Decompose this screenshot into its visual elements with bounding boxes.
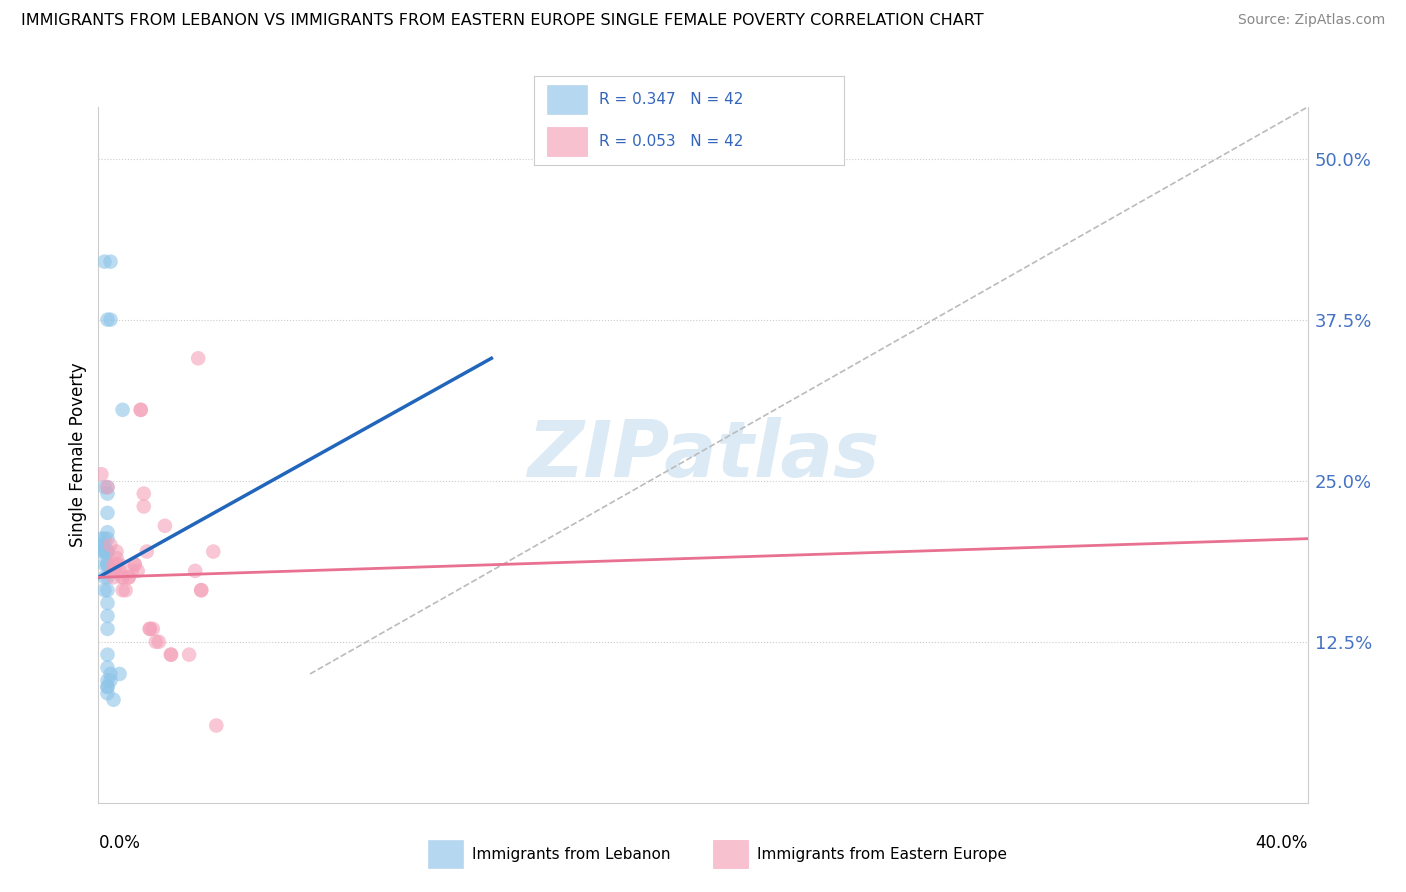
Text: Source: ZipAtlas.com: Source: ZipAtlas.com	[1237, 13, 1385, 28]
Point	[90, 544, 112, 558]
Point	[124, 558, 146, 572]
Point	[118, 570, 141, 584]
Point	[96, 558, 118, 572]
Point	[96, 680, 118, 694]
Point	[114, 583, 136, 598]
Point	[90, 532, 112, 546]
Text: Immigrants from Lebanon: Immigrants from Lebanon	[472, 847, 671, 862]
Point	[190, 583, 212, 598]
Point	[121, 564, 143, 578]
Point	[96, 596, 118, 610]
Point	[93, 532, 115, 546]
Point	[132, 500, 155, 514]
Point	[103, 692, 125, 706]
Point	[127, 564, 149, 578]
Point	[93, 480, 115, 494]
Bar	[713, 840, 748, 868]
Point	[96, 558, 118, 572]
Point	[96, 544, 118, 558]
Point	[96, 686, 118, 700]
Point	[93, 558, 115, 572]
Point	[96, 570, 118, 584]
Point	[142, 622, 165, 636]
Y-axis label: Single Female Poverty: Single Female Poverty	[69, 363, 87, 547]
Point	[129, 402, 152, 417]
Point	[190, 583, 212, 598]
Point	[90, 538, 112, 552]
Point	[96, 532, 118, 546]
Bar	[429, 840, 463, 868]
Point	[96, 648, 118, 662]
Point	[100, 538, 122, 552]
Point	[96, 609, 118, 624]
Point	[153, 518, 176, 533]
Point	[103, 570, 125, 584]
Point	[111, 402, 134, 417]
Point	[96, 480, 118, 494]
Point	[129, 402, 152, 417]
Point	[202, 544, 225, 558]
Point	[184, 564, 207, 578]
Point	[96, 486, 118, 500]
Point	[108, 558, 131, 572]
Point	[124, 558, 146, 572]
Point	[96, 544, 118, 558]
Point	[103, 564, 125, 578]
Point	[160, 648, 183, 662]
Point	[108, 564, 131, 578]
Point	[111, 583, 134, 598]
Point	[93, 544, 115, 558]
Point	[135, 544, 157, 558]
Bar	[547, 85, 586, 114]
Point	[111, 570, 134, 584]
Point	[100, 254, 122, 268]
Text: R = 0.347   N = 42: R = 0.347 N = 42	[599, 92, 744, 107]
Text: R = 0.053   N = 42: R = 0.053 N = 42	[599, 134, 744, 149]
Point	[96, 622, 118, 636]
Bar	[547, 127, 586, 156]
Text: Immigrants from Eastern Europe: Immigrants from Eastern Europe	[758, 847, 1007, 862]
Point	[139, 622, 162, 636]
Point	[139, 622, 162, 636]
Point	[96, 680, 118, 694]
Point	[103, 564, 125, 578]
Point	[96, 480, 118, 494]
Text: ZIPatlas: ZIPatlas	[527, 417, 879, 493]
Point	[145, 634, 167, 648]
Point	[96, 506, 118, 520]
Point	[105, 544, 128, 558]
Point	[179, 648, 201, 662]
Point	[96, 673, 118, 688]
Text: IMMIGRANTS FROM LEBANON VS IMMIGRANTS FROM EASTERN EUROPE SINGLE FEMALE POVERTY : IMMIGRANTS FROM LEBANON VS IMMIGRANTS FR…	[21, 13, 984, 29]
Point	[93, 583, 115, 598]
Point	[100, 673, 122, 688]
Point	[96, 583, 118, 598]
Point	[96, 525, 118, 540]
Point	[96, 558, 118, 572]
Point	[100, 312, 122, 326]
Point	[132, 486, 155, 500]
Point	[205, 718, 228, 732]
Point	[90, 467, 112, 482]
Point	[96, 544, 118, 558]
Point	[103, 558, 125, 572]
Point	[148, 634, 170, 648]
Point	[93, 538, 115, 552]
Point	[100, 667, 122, 681]
Point	[105, 558, 128, 572]
Point	[93, 544, 115, 558]
Point	[93, 254, 115, 268]
Point	[118, 570, 141, 584]
Point	[105, 551, 128, 566]
Text: 40.0%: 40.0%	[1256, 834, 1308, 852]
Point	[187, 351, 209, 366]
Point	[96, 660, 118, 674]
Point	[93, 570, 115, 584]
Point	[108, 667, 131, 681]
Point	[160, 648, 183, 662]
Point	[111, 570, 134, 584]
Text: 0.0%: 0.0%	[98, 834, 141, 852]
Point	[96, 312, 118, 326]
